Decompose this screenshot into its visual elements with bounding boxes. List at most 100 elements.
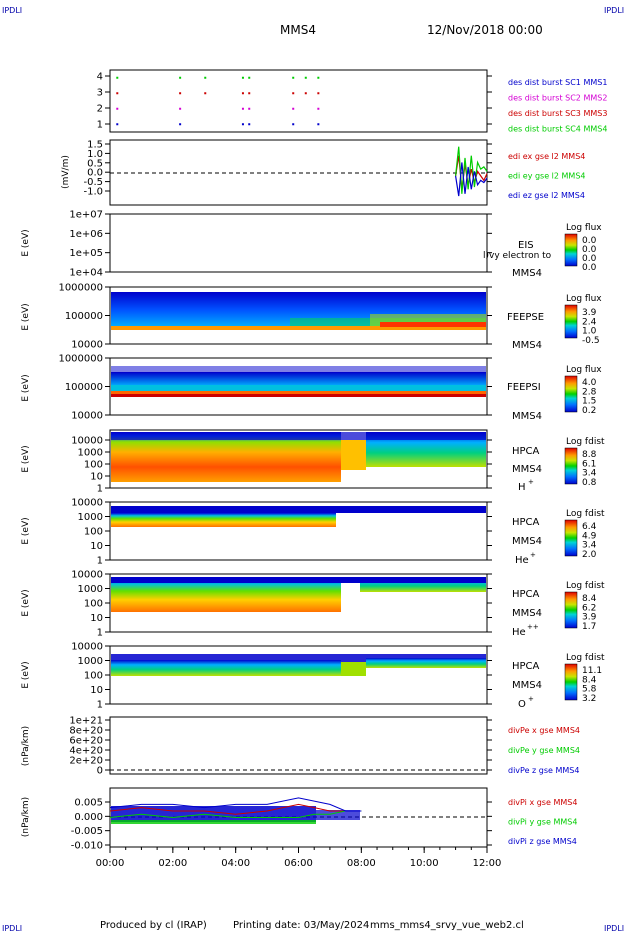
x-tick-label: 00:00 <box>96 858 125 869</box>
y-tick-label: 100 <box>84 460 103 471</box>
cbar-tick-label: 6.2 <box>582 603 596 613</box>
hpca-he-species: He <box>515 555 529 566</box>
y-tick-label: 6e+20 <box>69 736 103 747</box>
legend-entry: des dist burst SC1 MMS1 <box>508 78 607 87</box>
hpca-h-cbar-title: Log fdist <box>566 437 605 447</box>
burst-mark <box>116 123 119 126</box>
burst-mark <box>304 92 307 95</box>
eis-colorbar: Log flux 0.00.00.00.0 <box>564 223 602 273</box>
hpca-h-species: H <box>518 482 526 493</box>
burst-mark <box>241 107 244 110</box>
y-tick-label: -0.005 <box>71 826 103 837</box>
hpca-he-y-ticks: 10000 1000 100 10 1 <box>71 498 492 567</box>
feepse-ylabel: E (eV) <box>21 303 31 330</box>
burst-mark <box>248 123 251 126</box>
y-tick-label: 100000 <box>65 382 103 393</box>
y-tick-label: 10 <box>90 613 103 624</box>
y-tick-label: -1.0 <box>83 187 103 198</box>
hpca-o-spectrogram <box>111 654 486 676</box>
burst-mark <box>317 107 320 110</box>
panel-hpca-hepp: 10000 1000 100 10 1 E (eV) HPCA MMS4 He ++ L… <box>21 570 605 639</box>
hpca-hepp-instrument: HPCA <box>512 589 540 600</box>
y-tick-label: 1e+06 <box>69 229 103 240</box>
hpca-he-colorbar: Log fdist 6.44.93.42.0 <box>564 509 605 560</box>
divpi-series-line <box>109 797 362 812</box>
burst-mark <box>179 107 182 110</box>
divpi-legend: divPi x gse MMS4 divPi y gse MMS4 divPi z … <box>508 798 577 846</box>
hpca-he-instrument: HPCA <box>512 517 540 528</box>
panel-feepsi: 1000000 100000 10000 E (eV) FEEPSI MMS4 Lo… <box>21 354 602 423</box>
y-tick-label: 1e+05 <box>69 248 103 259</box>
y-tick-label: 1000 <box>78 584 103 595</box>
divpi-y-ticks: 0.005 0.000 -0.005 -0.010 <box>71 798 492 852</box>
x-tick-label: 10:00 <box>410 858 439 869</box>
cbar-tick-label: 0.0 <box>582 236 597 246</box>
footer-printing-date: Printing date: 03/May/2024 <box>233 920 369 931</box>
cbar-tick-label: 8.4 <box>582 594 597 604</box>
cbar-tick-label: 0.8 <box>582 478 597 488</box>
x-tick-label: 02:00 <box>158 858 187 869</box>
cbar-tick-label: 8.4 <box>582 675 597 685</box>
burst-mark <box>116 107 119 110</box>
panel-hpca-o: 10000 1000 100 10 1 E (eV) HPCA MMS4 O + Log… <box>21 642 605 711</box>
y-tick-label: 10 <box>90 541 103 552</box>
hpca-hepp-spectrogram <box>111 577 486 612</box>
feepsi-instrument: FEEPSI <box>507 382 541 393</box>
hpca-h-ylabel: E (eV) <box>21 445 31 472</box>
y-tick-label: 100 <box>84 599 103 610</box>
y-tick-label: 10 <box>90 685 103 696</box>
cbar-tick-label: 0.0 <box>582 245 597 255</box>
feepse-y-ticks: 1000000 100000 10000 <box>58 283 492 351</box>
edi-ylabel: (mV/m) <box>61 155 71 189</box>
cbar-tick-label: 3.4 <box>582 469 597 479</box>
burst-mark <box>292 92 295 95</box>
legend-entry: divPe x gse MMS4 <box>508 726 580 735</box>
eis-cbar-title: Log flux <box>566 223 602 233</box>
y-tick-label: 0.5 <box>87 158 103 169</box>
y-tick-label: 1e+21 <box>69 716 103 727</box>
y-tick-label: 10000 <box>71 340 103 351</box>
y-tick-label: 10000 <box>71 642 103 653</box>
legend-entry: divPi z gse MMS4 <box>508 837 577 846</box>
legend-entry: des dist burst SC4 MMS4 <box>508 125 607 134</box>
y-tick-label: 0 <box>97 766 103 777</box>
cbar-tick-label: 5.8 <box>582 685 597 695</box>
y-tick-label: 100 <box>84 671 103 682</box>
corner-label-tr: IPDLI <box>604 6 624 15</box>
cbar-tick-label: 4.0 <box>582 378 597 388</box>
burst-mark <box>204 76 207 79</box>
hpca-hepp-species: He <box>512 627 526 638</box>
corner-label-bl: IPDLI <box>2 924 22 933</box>
y-tick-label: 1000 <box>78 448 103 459</box>
burst-mark <box>179 92 182 95</box>
cbar-tick-label: 2.0 <box>582 550 597 560</box>
panel-divpi: 0.005 0.000 -0.005 -0.010 (nPa/km) divPi x … <box>21 787 577 852</box>
y-tick-label: 1 <box>97 484 103 495</box>
burst-mark <box>248 107 251 110</box>
hpca-hepp-colorbar: Log fdist 8.46.23.91.7 <box>564 581 605 632</box>
hpca-o-cbar-title: Log fdist <box>566 653 605 663</box>
y-tick-label: 1 <box>97 628 103 639</box>
y-tick-label: -0.5 <box>83 177 103 188</box>
eis-extra-label: l)vy electron to <box>483 251 552 261</box>
edi-legend: edi ex gse l2 MMS4 edi ey gse l2 MMS4 edi … <box>508 152 586 200</box>
cbar-tick-label: 4.9 <box>582 531 597 541</box>
feepsi-sc: MMS4 <box>512 411 542 422</box>
cbar-tick-label: 3.9 <box>582 613 597 623</box>
legend-entry: des dist burst SC3 MMS3 <box>508 109 607 118</box>
burst-legend: des dist burst SC1 MMS1 des dist burst SC… <box>508 78 607 134</box>
y-tick-label: 1.5 <box>87 140 103 151</box>
cbar-tick-label: 8.8 <box>582 450 597 460</box>
panel-edi: 1.51.00.50.0-0.5-1.0 (mV/m) edi ex gse l… <box>61 139 586 206</box>
legend-entry: divPe y gse MMS4 <box>508 746 580 755</box>
divpe-legend: divPe x gse MMS4 divPe y gse MMS4 divPe z … <box>508 726 580 775</box>
eis-y-ticks: 1e+07 1e+06 1e+05 1e+04 <box>69 210 492 279</box>
feepsi-y-ticks: 1000000 100000 10000 <box>58 354 492 422</box>
y-tick-label: 0.000 <box>74 812 103 823</box>
y-tick-label: 1.0 <box>87 149 103 160</box>
burst-mark <box>292 123 295 126</box>
cbar-tick-label: 1.5 <box>582 397 596 407</box>
y-tick-label: 1e+07 <box>69 210 103 221</box>
